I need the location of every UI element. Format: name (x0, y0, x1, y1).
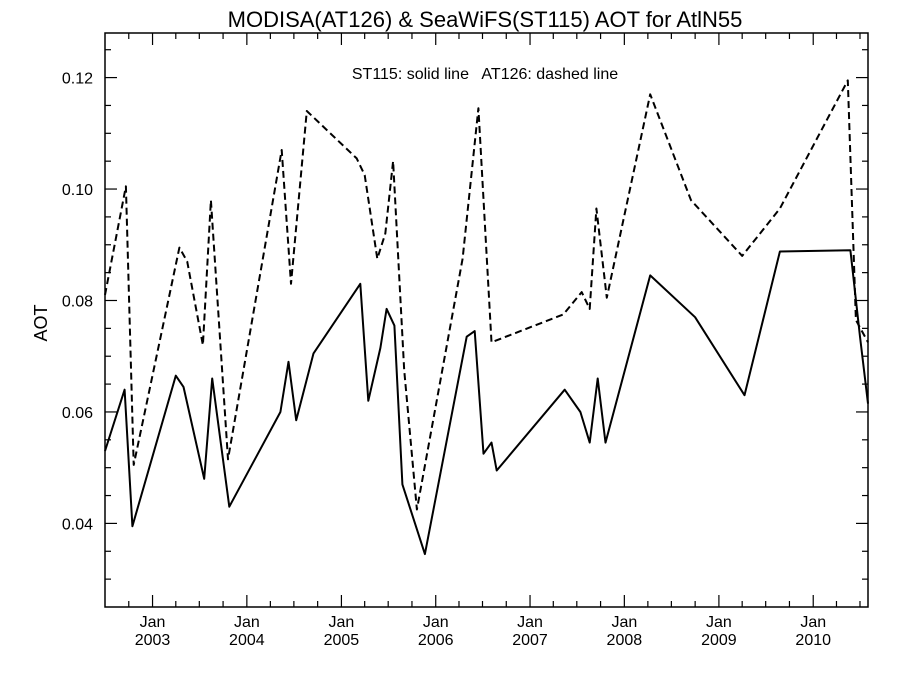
x-tick-label-month: Jan (706, 614, 732, 631)
x-tick-label-month: Jan (234, 614, 260, 631)
y-tick-label: 0.12 (62, 71, 93, 88)
y-tick-label: 0.06 (62, 405, 93, 422)
at126-dashed-line (104, 79, 869, 511)
x-tick-label-month: Jan (611, 614, 637, 631)
axis-ticks (105, 33, 868, 607)
x-tick-label-month: Jan (517, 614, 543, 631)
series-layer (104, 79, 869, 556)
st115-solid-line (104, 249, 869, 556)
chart-title: MODISA(AT126) & SeaWiFS(ST115) AOT for A… (228, 7, 743, 32)
x-tick-label-year: 2008 (607, 632, 643, 649)
x-tick-label-year: 2007 (512, 632, 548, 649)
x-tick-label-month: Jan (329, 614, 355, 631)
x-tick-label-year: 2010 (795, 632, 831, 649)
x-tick-label-year: 2006 (418, 632, 454, 649)
x-tick-label-year: 2004 (229, 632, 265, 649)
y-tick-label: 0.04 (62, 516, 93, 533)
y-tick-label: 0.10 (62, 182, 93, 199)
x-tick-label-month: Jan (140, 614, 166, 631)
y-axis-label: AOT (31, 304, 51, 341)
x-tick-label-year: 2003 (135, 632, 171, 649)
x-tick-label-month: Jan (800, 614, 826, 631)
x-tick-label-month: Jan (423, 614, 449, 631)
plot-frame (104, 32, 869, 608)
y-axis-tick-labels: 0.04 0.06 0.08 0.10 0.12 (62, 71, 93, 534)
line-style-legend: ST115: solid line AT126: dashed line (352, 66, 618, 83)
y-tick-label: 0.08 (62, 293, 93, 310)
x-tick-label-year: 2009 (701, 632, 737, 649)
x-tick-label-year: 2005 (324, 632, 360, 649)
x-axis-tick-labels: Jan2003Jan2004Jan2005Jan2006Jan2007Jan20… (135, 614, 831, 649)
